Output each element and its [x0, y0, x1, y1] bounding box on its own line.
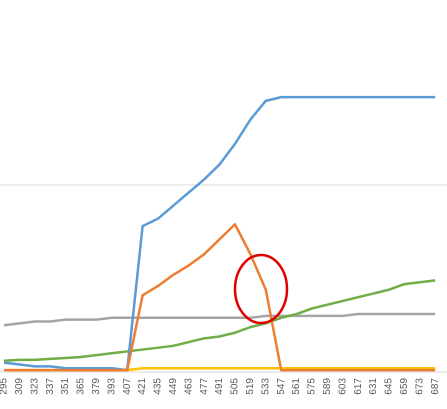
x-tick-label: 295 [0, 378, 10, 395]
x-tick-label: 617 [353, 378, 364, 395]
x-tick-label: 463 [183, 378, 194, 395]
x-tick-label: 365 [76, 378, 87, 395]
series-line [3, 279, 436, 363]
x-tick-label: 547 [276, 378, 287, 395]
x-tick-label: 379 [91, 378, 102, 395]
x-tick-label: 519 [245, 378, 256, 395]
x-tick-label: 533 [260, 378, 271, 395]
x-tick-label: 323 [29, 378, 40, 395]
x-tick-label: 645 [384, 378, 395, 395]
x-tick-label: 337 [45, 378, 56, 395]
x-tick-label: 449 [168, 378, 179, 395]
x-tick-label: 393 [106, 378, 117, 395]
x-tick-label: 407 [122, 378, 133, 395]
x-tick-label: 659 [399, 378, 410, 395]
x-tick-label: 589 [322, 378, 333, 395]
x-tick-label: 687 [430, 378, 441, 395]
x-tick-label: 491 [214, 378, 225, 395]
x-tick-label: 505 [230, 378, 241, 395]
x-tick-label: 309 [14, 378, 25, 395]
x-tick-label: 421 [137, 378, 148, 395]
highlight-circle [233, 253, 289, 325]
x-tick-label: 561 [291, 378, 302, 395]
x-tick-label: 435 [153, 378, 164, 395]
x-tick-label: 477 [199, 378, 210, 395]
series-line [3, 312, 436, 327]
x-tick-label: 351 [60, 378, 71, 395]
x-tick-label: 631 [368, 378, 379, 395]
x-tick-label: 603 [337, 378, 348, 395]
x-tick-label: 673 [414, 378, 425, 395]
x-tick-label: 575 [307, 378, 318, 395]
series-line [4, 223, 436, 372]
series-line [3, 95, 436, 372]
